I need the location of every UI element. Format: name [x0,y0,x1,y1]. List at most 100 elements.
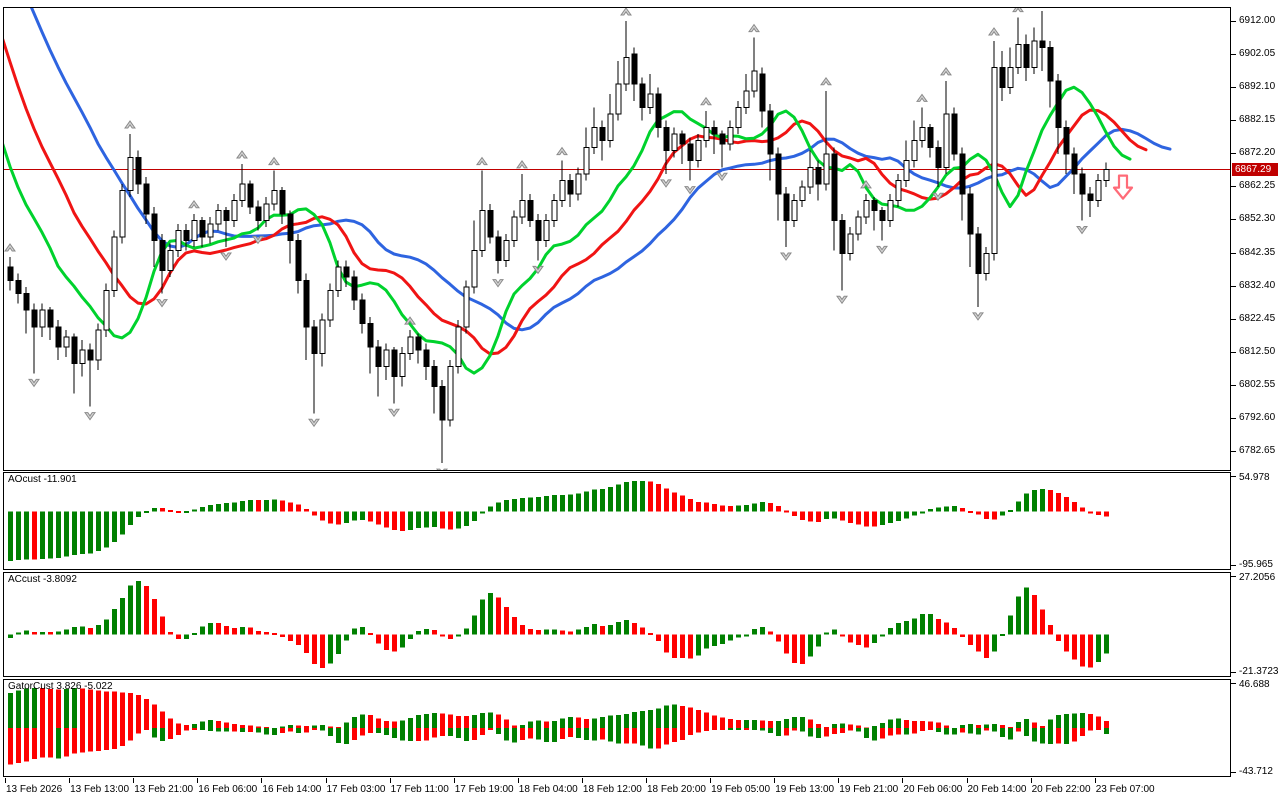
candle-bullish [383,349,390,368]
histogram-bar [528,497,533,512]
histogram-bar [240,500,245,512]
price-scale[interactable]: 6912.00 6902.05 6892.10 6882.15 6872.20 6862.… [1231,0,1280,800]
gator-lower-bar [880,728,885,739]
gator-oscillator-panel[interactable]: GatorCust 3.826 -5.022 [3,679,1231,777]
candle-bullish [511,216,518,241]
price-tick [1231,417,1236,419]
gator-upper-bar [360,714,365,728]
histogram-bar [496,597,501,635]
candle-bullish [583,146,590,175]
gator-upper-bar [744,719,749,728]
gator-lower-bar [352,728,357,740]
gator-lower-bar [1064,728,1069,745]
gator-lower-bar [808,728,813,737]
fractal-up-icon [268,156,280,166]
histogram-bar [168,632,173,635]
candle-bullish [791,200,798,221]
fractal-up-icon [404,316,416,325]
histogram-bar [8,634,13,639]
fractal-up-icon [4,243,16,252]
gator-lower-bar [48,728,53,758]
gator-lower-bar [552,728,557,743]
gator-upper-bar [424,713,429,728]
candle-bearish [351,276,358,301]
price-tick [1231,54,1236,56]
histogram-bar [704,634,709,649]
time-axis-label: 23 Feb 07:00 [1095,784,1155,795]
time-tick [710,778,712,783]
fractal-up-icon [820,76,832,86]
gator-lower-bar [376,728,381,733]
histogram-bar [976,634,981,652]
histogram-bar [224,625,229,635]
histogram-bar [640,481,645,512]
gator-upper-bar [416,715,421,728]
gator-upper-bar [392,721,397,728]
candle-bullish [799,186,806,202]
gator-lower-bar [368,728,373,733]
candle-bullish [751,70,758,92]
histogram-bar [800,634,805,664]
gator-lower-bar [224,728,229,732]
histogram-bar [776,634,781,642]
candle-bearish [951,113,958,155]
histogram-bar [64,511,69,557]
histogram-bar [736,634,741,638]
gator-upper-bar [256,726,261,729]
gator-upper-bar [760,720,765,728]
gator-histogram-canvas[interactable] [4,680,1230,776]
gator-upper-bar [176,723,181,728]
histogram-bar [1048,489,1053,512]
gator-lower-bar [320,728,325,731]
gator-lower-bar [984,728,989,731]
candlestick-chart-canvas[interactable] [4,8,1230,470]
price-axis-label: 6842.35 [1239,246,1276,258]
gator-upper-bar [208,720,213,728]
histogram-bar [448,634,453,639]
candle-bearish [1047,47,1054,82]
gator-upper-bar [672,704,677,728]
ac-histogram-canvas[interactable] [4,573,1230,676]
histogram-bar [88,511,93,554]
gator-lower-bar [232,728,237,732]
price-axis-label: 6872.20 [1239,147,1276,159]
gator-lower-bar [24,728,29,762]
gator-upper-bar [656,708,661,728]
histogram-bar [128,511,133,525]
gator-upper-bar [152,704,157,728]
candle-bearish [839,219,846,255]
histogram-bars [8,581,1109,668]
gator-lower-bar [1016,728,1021,732]
histogram-bar [1032,489,1037,512]
histogram-bar [736,505,741,512]
awesome-oscillator-panel[interactable]: AOcust -11.901 [3,472,1231,570]
gator-lower-bar [928,728,933,730]
histogram-bar [320,634,325,668]
fractal-down-icon [972,312,984,321]
candle-bearish [71,336,78,364]
candle-bearish [1071,153,1078,175]
histogram-bar [184,634,189,639]
alligator-lips-line [4,85,1132,375]
time-scale[interactable]: 13 Feb 2026 13 Feb 13:00 13 Feb 21:00 16 Fe… [3,777,1231,800]
candle-bearish [815,166,822,185]
ao-histogram-canvas[interactable] [4,473,1230,569]
main-price-chart-panel[interactable] [3,7,1231,471]
histogram-bar [680,495,685,512]
histogram-bar [1048,625,1053,635]
histogram-bar [760,626,765,635]
candle-bullish [215,209,222,225]
histogram-bar [80,511,85,555]
histogram-bar [392,634,397,652]
candle-bullish [551,200,558,221]
fractal-down-icon [684,186,696,195]
histogram-bar [248,499,253,512]
histogram-bar [616,622,621,635]
histogram-bar [952,506,957,512]
gator-lower-bar [464,728,469,741]
candle-bearish [775,153,782,195]
accelerator-oscillator-panel[interactable]: ACcust -3.8092 [3,572,1231,677]
gator-lower-bar [1088,728,1093,731]
gator-upper-bar [504,719,509,728]
histogram-bar [960,508,965,512]
